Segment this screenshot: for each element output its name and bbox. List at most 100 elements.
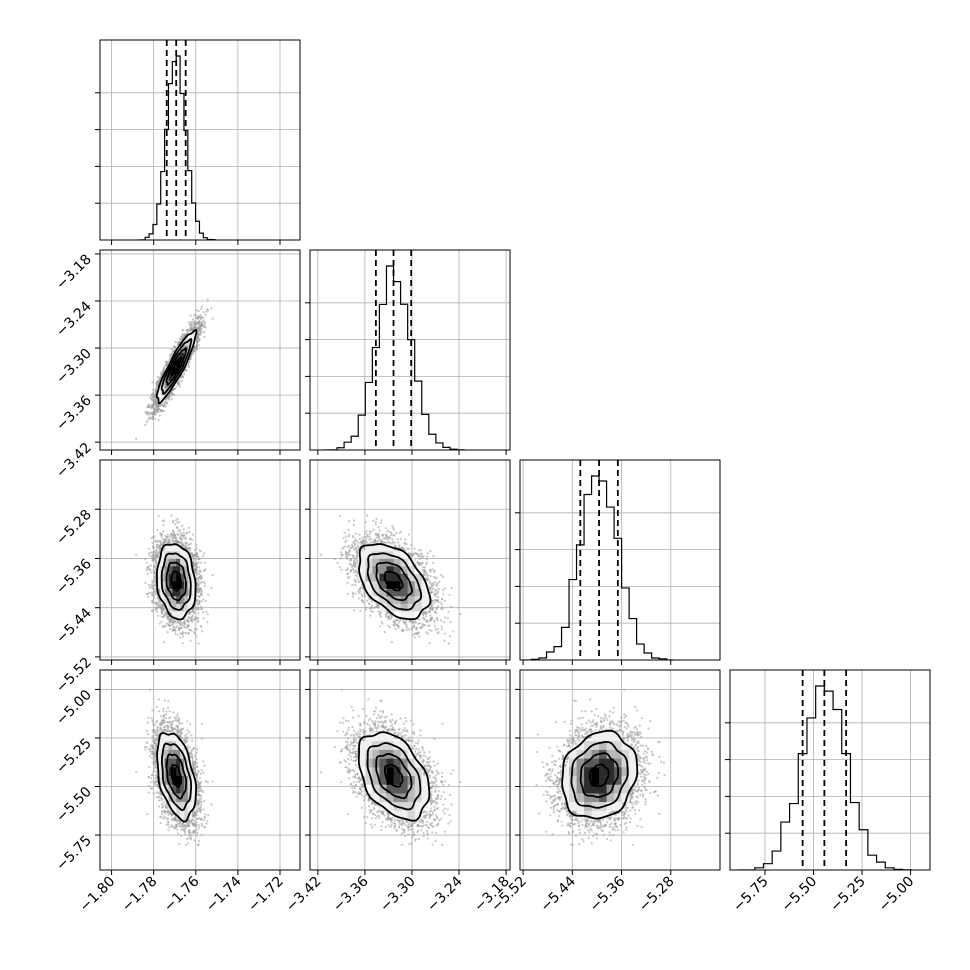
scatter-point <box>172 711 175 714</box>
scatter-point <box>371 606 375 610</box>
density-cell <box>172 784 177 794</box>
scatter-point <box>379 710 382 713</box>
scatter-point <box>156 610 159 613</box>
scatter-point <box>159 541 162 544</box>
density-cell <box>156 565 162 574</box>
scatter-point <box>358 533 361 536</box>
scatter-point <box>409 620 412 623</box>
scatter-point <box>368 602 371 605</box>
scatter-point <box>351 593 354 596</box>
scatter-point <box>151 559 154 562</box>
scatter-point <box>424 574 427 577</box>
density-cell <box>156 749 162 759</box>
scatter-point <box>394 721 397 724</box>
scatter-point <box>417 549 421 552</box>
scatter-point <box>423 624 426 627</box>
scatter-point <box>149 750 152 753</box>
scatter-point <box>200 797 203 800</box>
scatter-point <box>389 825 392 829</box>
scatter-point <box>161 817 165 820</box>
scatter-point <box>189 723 192 726</box>
scatter-point <box>428 642 431 645</box>
scatter-point <box>347 720 350 723</box>
scatter-point <box>351 545 354 548</box>
scatter-point <box>353 729 356 732</box>
scatter-panel: −1.80 −1.78 −1.76 −1.74 −1.72−5.75−5.50−5.25… <box>53 669 301 916</box>
scatter-point <box>186 824 190 827</box>
scatter-point <box>368 538 371 541</box>
scatter-point <box>175 539 178 543</box>
scatter-point <box>319 553 323 556</box>
scatter-point <box>348 753 351 756</box>
scatter-point <box>153 535 156 538</box>
scatter-point <box>434 786 437 789</box>
scatter-point <box>448 635 451 638</box>
density-cell <box>184 565 189 574</box>
scatter-point <box>145 561 148 564</box>
scatter-point <box>420 829 423 832</box>
scatter-point <box>364 532 367 535</box>
scatter-point <box>353 559 356 562</box>
scatter-point <box>352 564 356 567</box>
scatter-point <box>170 514 173 517</box>
scatter-point <box>166 728 169 731</box>
scatter-point <box>198 570 201 573</box>
scatter-point <box>386 728 389 731</box>
density-cell <box>172 758 177 768</box>
scatter-point <box>160 620 163 623</box>
scatter-point <box>155 404 158 408</box>
scatter-point <box>203 817 206 820</box>
scatter-point <box>357 597 360 600</box>
scatter-point <box>385 534 388 538</box>
scatter-point <box>376 603 379 606</box>
scatter-point <box>338 721 341 724</box>
scatter-point <box>402 722 405 726</box>
scatter-point <box>202 771 205 774</box>
scatter-point <box>402 620 406 623</box>
scatter-point <box>147 776 150 779</box>
scatter-point <box>152 762 155 766</box>
scatter-point <box>352 523 355 527</box>
x-tick-label: −1.72 <box>245 874 287 916</box>
scatter-point <box>189 628 192 631</box>
density-cell <box>372 543 380 552</box>
scatter-point <box>163 699 166 702</box>
scatter-point <box>189 752 192 755</box>
scatter-point <box>344 555 348 558</box>
scatter-point <box>387 538 390 541</box>
scatter-point <box>425 824 428 827</box>
scatter-point <box>199 582 202 585</box>
scatter-point <box>169 394 172 398</box>
scatter-point <box>165 710 168 713</box>
scatter-point <box>347 728 350 732</box>
scatter-point <box>199 625 202 628</box>
scatter-point <box>377 713 380 717</box>
scatter-point <box>189 323 192 326</box>
scatter-point <box>346 567 349 570</box>
scatter-point <box>433 581 437 584</box>
scatter-point <box>430 629 433 632</box>
scatter-point <box>428 628 431 632</box>
scatter-point <box>369 541 372 544</box>
density-cell <box>386 588 394 597</box>
scatter-point <box>160 533 163 536</box>
density-cell <box>160 394 165 403</box>
scatter-point <box>164 716 168 720</box>
scatter-point <box>186 547 189 550</box>
scatter-point <box>374 520 377 523</box>
scatter-point <box>176 633 179 636</box>
scatter-point <box>182 543 185 546</box>
scatter-point <box>436 817 439 820</box>
scatter-point <box>367 719 370 722</box>
scatter-point <box>148 586 151 589</box>
density-cell <box>176 603 181 612</box>
density-cell <box>176 565 181 574</box>
scatter-point <box>348 748 352 751</box>
density-cell <box>180 801 185 811</box>
scatter-point <box>365 606 368 609</box>
scatter-point <box>158 548 161 551</box>
scatter-point <box>404 727 407 730</box>
density-cell <box>172 732 177 742</box>
scatter-point <box>354 556 357 559</box>
scatter-point <box>346 581 349 585</box>
